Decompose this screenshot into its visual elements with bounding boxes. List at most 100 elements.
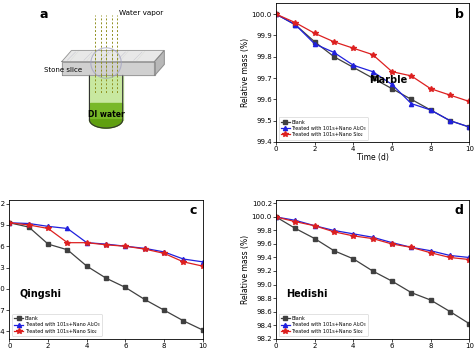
Treated with 101s+Nano Al₂O₃ — [312, 42, 318, 46]
Treated with 101s+Nano Al₂O₃ — [181, 257, 186, 261]
Blank — [273, 215, 279, 219]
Treated with 101s+Nano Sio₂ — [142, 247, 147, 251]
Treated with 101s+Nano Al₂O₃ — [26, 221, 32, 225]
Blank — [331, 248, 337, 253]
Blank — [409, 97, 414, 102]
Blank — [389, 87, 395, 91]
Line: Treated with 101s+Nano Sio₂: Treated with 101s+Nano Sio₂ — [7, 220, 205, 269]
Polygon shape — [90, 75, 123, 120]
Treated with 101s+Nano Al₂O₃ — [350, 232, 356, 236]
Blank — [7, 221, 12, 225]
Treated with 101s+Nano Sio₂ — [273, 215, 279, 219]
Polygon shape — [90, 120, 123, 128]
Blank — [273, 12, 279, 16]
Treated with 101s+Nano Sio₂ — [447, 255, 453, 260]
Blank — [46, 242, 51, 246]
Blank — [103, 276, 109, 280]
Line: Blank: Blank — [8, 221, 204, 332]
Text: d: d — [455, 204, 464, 217]
Legend: Blank, Treated with 101s+Nano Al₂O₃, Treated with 101s+Nano Sio₂: Blank, Treated with 101s+Nano Al₂O₃, Tre… — [279, 117, 368, 140]
Treated with 101s+Nano Sio₂ — [292, 220, 298, 224]
Y-axis label: Relative mass (%): Relative mass (%) — [241, 38, 250, 107]
Treated with 101s+Nano Sio₂ — [26, 223, 32, 227]
Treated with 101s+Nano Al₂O₃ — [64, 227, 70, 231]
Treated with 101s+Nano Sio₂ — [123, 244, 128, 248]
Blank — [312, 40, 318, 44]
Polygon shape — [90, 103, 122, 120]
Treated with 101s+Nano Sio₂ — [331, 230, 337, 234]
Blank — [292, 23, 298, 27]
Treated with 101s+Nano Sio₂ — [370, 237, 375, 241]
Blank — [26, 225, 32, 229]
Treated with 101s+Nano Sio₂ — [389, 69, 395, 74]
Line: Blank: Blank — [274, 215, 471, 325]
Polygon shape — [155, 51, 164, 75]
Text: DI water: DI water — [88, 110, 125, 119]
Line: Treated with 101s+Nano Al₂O₃: Treated with 101s+Nano Al₂O₃ — [274, 12, 471, 129]
Line: Treated with 101s+Nano Sio₂: Treated with 101s+Nano Sio₂ — [273, 12, 472, 104]
Treated with 101s+Nano Al₂O₃ — [142, 246, 147, 251]
Blank — [466, 125, 472, 129]
Blank — [370, 269, 375, 273]
Blank — [350, 65, 356, 69]
Polygon shape — [62, 62, 155, 75]
Line: Treated with 101s+Nano Sio₂: Treated with 101s+Nano Sio₂ — [273, 214, 472, 262]
Treated with 101s+Nano Sio₂ — [64, 240, 70, 245]
Blank — [312, 237, 318, 241]
Treated with 101s+Nano Sio₂ — [409, 74, 414, 78]
Blank — [142, 297, 147, 302]
Legend: Blank, Treated with 101s+Nano Al₂O₃, Treated with 101s+Nano Sio₂: Blank, Treated with 101s+Nano Al₂O₃, Tre… — [12, 314, 101, 336]
Treated with 101s+Nano Al₂O₃ — [466, 255, 472, 260]
Blank — [447, 310, 453, 314]
Treated with 101s+Nano Al₂O₃ — [103, 242, 109, 246]
Treated with 101s+Nano Sio₂ — [350, 46, 356, 50]
Blank — [292, 227, 298, 231]
Text: a: a — [40, 8, 48, 21]
Text: Water vapor: Water vapor — [118, 10, 163, 16]
Line: Treated with 101s+Nano Al₂O₃: Treated with 101s+Nano Al₂O₃ — [274, 215, 471, 260]
Text: Stone slice: Stone slice — [44, 67, 82, 73]
Treated with 101s+Nano Sio₂ — [350, 234, 356, 238]
Treated with 101s+Nano Al₂O₃ — [370, 235, 375, 239]
Treated with 101s+Nano Sio₂ — [447, 93, 453, 97]
Text: Hedishi: Hedishi — [286, 289, 327, 299]
Blank — [123, 285, 128, 290]
Treated with 101s+Nano Al₂O₃ — [84, 240, 90, 245]
Treated with 101s+Nano Al₂O₃ — [331, 228, 337, 232]
Treated with 101s+Nano Sio₂ — [181, 260, 186, 264]
Treated with 101s+Nano Sio₂ — [428, 251, 433, 255]
Treated with 101s+Nano Sio₂ — [292, 21, 298, 25]
Blank — [428, 108, 433, 112]
Treated with 101s+Nano Sio₂ — [389, 242, 395, 246]
Treated with 101s+Nano Al₂O₃ — [200, 260, 206, 264]
Treated with 101s+Nano Al₂O₃ — [273, 215, 279, 219]
Treated with 101s+Nano Al₂O₃ — [447, 253, 453, 258]
Treated with 101s+Nano Sio₂ — [273, 12, 279, 16]
Blank — [331, 55, 337, 59]
Polygon shape — [90, 120, 122, 128]
Line: Blank: Blank — [274, 13, 471, 129]
Treated with 101s+Nano Sio₂ — [312, 224, 318, 228]
Treated with 101s+Nano Sio₂ — [200, 264, 206, 268]
Treated with 101s+Nano Sio₂ — [103, 243, 109, 247]
Treated with 101s+Nano Al₂O₃ — [389, 82, 395, 87]
Blank — [409, 290, 414, 295]
Blank — [200, 328, 206, 332]
Treated with 101s+Nano Al₂O₃ — [370, 69, 375, 74]
Treated with 101s+Nano Al₂O₃ — [428, 108, 433, 112]
Blank — [161, 308, 167, 312]
Treated with 101s+Nano Sio₂ — [428, 87, 433, 91]
Blank — [389, 279, 395, 283]
Text: Qingshi: Qingshi — [19, 289, 61, 299]
Y-axis label: Relative mass (%): Relative mass (%) — [241, 235, 250, 304]
Treated with 101s+Nano Al₂O₃ — [350, 63, 356, 67]
Polygon shape — [62, 51, 164, 62]
Treated with 101s+Nano Sio₂ — [466, 99, 472, 104]
Blank — [370, 76, 375, 80]
Legend: Blank, Treated with 101s+Nano Al₂O₃, Treated with 101s+Nano Sio₂: Blank, Treated with 101s+Nano Al₂O₃, Tre… — [279, 314, 368, 336]
Blank — [350, 257, 356, 261]
Text: Marble: Marble — [369, 75, 407, 85]
Treated with 101s+Nano Al₂O₃ — [7, 221, 12, 225]
Treated with 101s+Nano Al₂O₃ — [312, 224, 318, 228]
Treated with 101s+Nano Sio₂ — [466, 258, 472, 262]
